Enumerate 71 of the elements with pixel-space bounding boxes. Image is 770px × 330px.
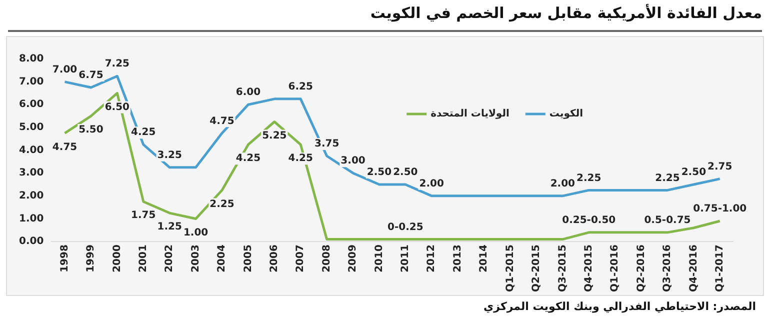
x-tick-label: 2002 — [164, 244, 176, 272]
x-tick-label: Q3-2016 — [662, 244, 674, 292]
data-label: 1.75 — [131, 210, 156, 222]
x-tick-label: 2001 — [138, 244, 149, 272]
x-tick-label: Q2-2016 — [636, 244, 647, 292]
data-label: 7.25 — [104, 58, 130, 70]
x-tick-label: 1998 — [59, 244, 70, 272]
data-label: 0.25-0.50 — [562, 215, 616, 226]
data-label: 2.50 — [366, 167, 392, 178]
x-tick-label: Q1-2017 — [714, 244, 726, 292]
y-tick-label: 0.00 — [18, 236, 44, 248]
data-label: 4.25 — [131, 127, 156, 138]
data-label: 6.00 — [236, 87, 261, 98]
x-tick-label: 1999 — [86, 244, 97, 272]
x-tick-label: 2003 — [190, 244, 202, 272]
x-tick-label: Q2-2015 — [531, 244, 542, 292]
data-label: 4.75 — [210, 116, 234, 127]
data-label: 5.25 — [262, 130, 287, 142]
data-label: 1.00 — [183, 227, 208, 238]
data-label: 7.00 — [52, 64, 78, 76]
x-tick-label: Q1-2016 — [610, 244, 621, 292]
y-tick-label: 8.00 — [18, 54, 44, 65]
x-tick-label: 2014 — [478, 244, 490, 272]
x-tick-label: 2011 — [400, 244, 412, 272]
x-tick-label: 2000 — [112, 244, 123, 272]
data-label: 4.75 — [52, 142, 78, 153]
data-label: 2.00 — [419, 178, 444, 190]
data-label: 2.25 — [576, 172, 602, 184]
data-label: 2.25 — [210, 198, 234, 210]
y-tick-label: 2.00 — [18, 190, 44, 202]
x-tick-label: 2012 — [426, 244, 438, 272]
data-label: 3.25 — [157, 150, 182, 161]
data-label: 1.25 — [157, 222, 182, 233]
x-tick-label: Q1-2015 — [504, 244, 516, 292]
data-label: 6.75 — [78, 70, 104, 82]
legend-label: الكويت — [549, 108, 583, 120]
data-label: 2.50 — [393, 167, 418, 178]
x-tick-label: 2010 — [374, 244, 385, 272]
y-tick-label: 3.00 — [18, 168, 44, 179]
data-label: 6.25 — [288, 82, 313, 93]
x-tick-label: 2004 — [216, 244, 228, 272]
x-tick-label: 2013 — [452, 244, 464, 272]
data-label: 4.25 — [236, 153, 261, 164]
x-tick-label: Q3-2015 — [557, 244, 568, 292]
y-tick-label: 7.00 — [18, 76, 44, 88]
y-tick-label: 4.00 — [18, 144, 44, 156]
data-label: 2.50 — [681, 167, 706, 178]
x-tick-label: 2008 — [321, 244, 332, 272]
data-label: 0.5-0.75 — [644, 215, 691, 226]
legend-label: الولايات المتحدة — [430, 108, 510, 120]
data-label: 6.50 — [104, 102, 130, 113]
data-label: 5.50 — [78, 124, 104, 136]
x-tick-label: 2007 — [295, 244, 306, 272]
x-tick-label: 2009 — [348, 244, 359, 272]
data-label: 3.00 — [340, 156, 366, 167]
data-label: 0.75-1.00 — [693, 204, 747, 215]
x-tick-label: 2005 — [242, 244, 254, 272]
y-tick-label: 1.00 — [18, 213, 44, 224]
data-label: 2.75 — [708, 161, 732, 172]
data-label: 3.75 — [314, 138, 340, 150]
x-tick-label: Q4-2015 — [583, 244, 594, 292]
chart-title: معدل الفائدة الأمريكية مقابل سعر الخصم في الكويت — [8, 4, 762, 32]
x-tick-label: Q4-2016 — [688, 244, 700, 292]
data-label: 2.25 — [655, 172, 680, 184]
data-label: 4.25 — [288, 153, 313, 164]
y-tick-label: 5.00 — [18, 122, 44, 134]
data-label: 0-0.25 — [388, 222, 424, 233]
x-tick-label: 2006 — [269, 244, 280, 272]
data-label: 2.00 — [550, 178, 576, 190]
text: المصدر: الاحتياطي الفدرالي وبنك الكويت المركزي — [482, 300, 756, 313]
y-tick-label: 6.00 — [18, 99, 44, 110]
